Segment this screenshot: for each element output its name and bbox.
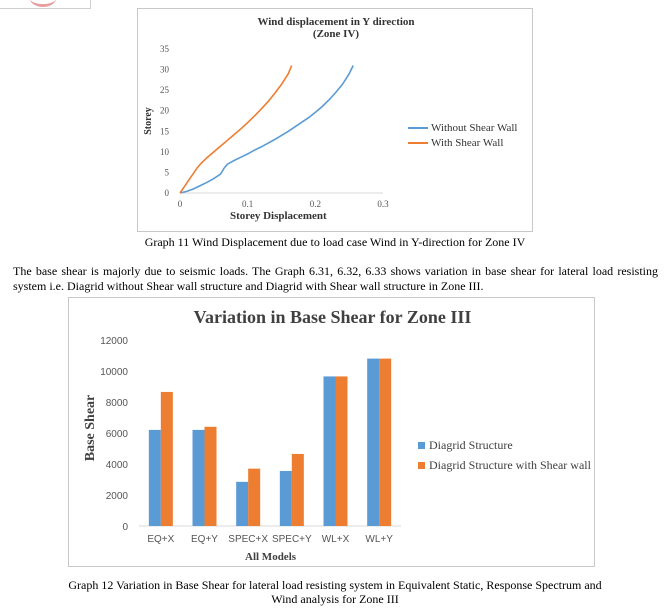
chart1-series-line-1 xyxy=(179,65,293,194)
chart2-y-tick-label: 10000 xyxy=(100,367,128,378)
chart2-legend: Diagrid Structure Diagrid Structure with… xyxy=(418,435,591,475)
chart2-y-tick-label: 4000 xyxy=(106,460,129,471)
chart2-y-tick-label: 0 xyxy=(122,522,128,533)
caption-graph-12-line1: Graph 12 Variation in Base Shear for lat… xyxy=(68,578,602,592)
chart2-bar-1 xyxy=(160,391,173,526)
legend-label: With Shear Wall xyxy=(431,136,504,149)
body-paragraph: The base shear is majorly due to seismic… xyxy=(13,264,658,293)
legend-item-diagrid: Diagrid Structure xyxy=(418,435,591,455)
caption-graph-12-line2: Wind analysis for Zone III xyxy=(271,592,399,606)
chart2-y-tick-label: 12000 xyxy=(100,336,128,347)
chart2-bar-0 xyxy=(279,470,292,526)
chart2-bar-1 xyxy=(291,453,304,526)
chart2-plot: 0 2000 4000 6000 8000 10000 12000 EQ+X EQ+Y SPEC+… xyxy=(100,336,401,545)
legend-label: Diagrid Structure with Shear wall xyxy=(429,457,591,472)
base-shear-chart: Variation in Base Shear for Zone III 0 20… xyxy=(68,297,595,567)
chart2-x-tick-label: EQ+X xyxy=(147,534,174,545)
legend-swatch-blue xyxy=(418,441,425,449)
journal-logo-fragment xyxy=(0,0,91,9)
wind-displacement-chart: Wind displacement in Y direction (Zone I… xyxy=(137,8,533,232)
chart1-title: Wind displacement in Y direction xyxy=(257,16,415,28)
chart1-y-tick-label: 20 xyxy=(160,106,170,116)
chart2-bar-0 xyxy=(192,429,205,526)
chart2-y-tick-label: 2000 xyxy=(106,491,129,502)
chart1-y-tick-label: 0 xyxy=(165,188,170,198)
chart2-bar-1 xyxy=(335,376,348,526)
legend-item-diagrid-shear-wall: Diagrid Structure with Shear wall xyxy=(418,455,591,475)
chart1-x-tick-label: 0.1 xyxy=(242,199,253,209)
chart1-y-tick-label: 10 xyxy=(160,147,170,157)
chart2-bar-0 xyxy=(367,358,380,526)
chart2-bar-0 xyxy=(323,376,336,526)
chart2-x-tick-label: WL+Y xyxy=(365,534,393,545)
chart2-y-tick-label: 8000 xyxy=(106,398,129,409)
chart2-bar-1 xyxy=(379,358,392,526)
chart2-bar-0 xyxy=(148,429,161,526)
chart2-title: Variation in Base Shear for Zone III xyxy=(193,307,472,327)
logo-swoosh-icon xyxy=(30,0,56,7)
chart1-plot: 0 5 10 15 20 25 30 35 0 0.1 0.2 0.3 Storey xyxy=(143,44,389,209)
chart1-series-line-0 xyxy=(179,65,354,194)
chart2-bar-0 xyxy=(236,481,249,526)
chart2-bar-1 xyxy=(204,426,217,526)
chart2-x-tick-label: EQ+Y xyxy=(191,534,218,545)
caption-graph-12: Graph 12 Variation in Base Shear for lat… xyxy=(40,578,630,606)
chart2-y-tick-label: 6000 xyxy=(106,429,129,440)
chart2-x-tick-label: SPEC+X xyxy=(228,534,268,545)
legend-label: Without Shear Wall xyxy=(431,121,518,134)
legend-swatch-orange xyxy=(418,461,425,469)
chart1-y-tick-label: 5 xyxy=(165,167,170,177)
legend-label: Diagrid Structure xyxy=(429,437,513,452)
chart2-bar-1 xyxy=(248,468,261,526)
chart1-x-tick-label: 0.2 xyxy=(310,199,321,209)
chart2-x-tick-label: SPEC+Y xyxy=(272,534,312,545)
legend-item-with-shear-wall: With Shear Wall xyxy=(408,135,517,150)
chart1-y-tick-label: 25 xyxy=(160,85,170,95)
legend-swatch-orange xyxy=(408,141,428,144)
chart2-x-tick-label: WL+X xyxy=(322,534,350,545)
chart1-y-tick-label: 30 xyxy=(160,65,170,75)
chart1-legend: Without Shear Wall With Shear Wall xyxy=(408,120,517,150)
chart2-xlabel: All Models xyxy=(245,551,297,563)
chart1-x-tick-label: 0.3 xyxy=(377,199,389,209)
chart1-xlabel: Storey Displacement xyxy=(230,210,327,222)
caption-graph-11: Graph 11 Wind Displacement due to load c… xyxy=(144,235,526,249)
legend-item-without-shear-wall: Without Shear Wall xyxy=(408,120,517,135)
legend-swatch-blue xyxy=(408,126,428,129)
chart1-subtitle: (Zone IV) xyxy=(312,28,360,40)
chart1-ylabel: Storey xyxy=(143,107,154,135)
chart2-ylabel: Base Shear xyxy=(83,394,98,462)
chart1-x-tick-label: 0 xyxy=(178,199,183,209)
chart1-y-tick-label: 35 xyxy=(160,44,170,54)
chart1-y-tick-label: 15 xyxy=(160,126,170,136)
